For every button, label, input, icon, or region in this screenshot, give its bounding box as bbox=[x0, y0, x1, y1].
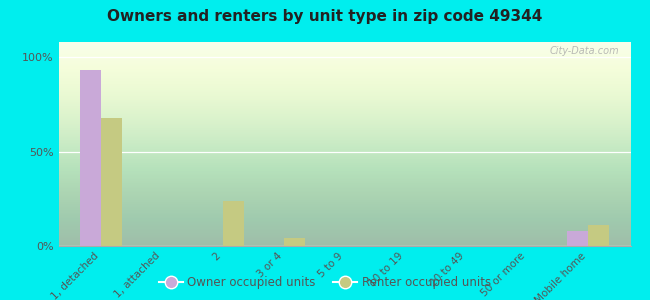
Legend: Owner occupied units, Renter occupied units: Owner occupied units, Renter occupied un… bbox=[154, 272, 496, 294]
Bar bbox=[80, 70, 101, 246]
Bar bbox=[283, 238, 305, 246]
Bar bbox=[588, 225, 609, 246]
Bar bbox=[101, 118, 122, 246]
Text: Owners and renters by unit type in zip code 49344: Owners and renters by unit type in zip c… bbox=[107, 9, 543, 24]
Bar bbox=[567, 231, 588, 246]
Text: City-Data.com: City-Data.com bbox=[549, 46, 619, 56]
Bar bbox=[223, 201, 244, 246]
